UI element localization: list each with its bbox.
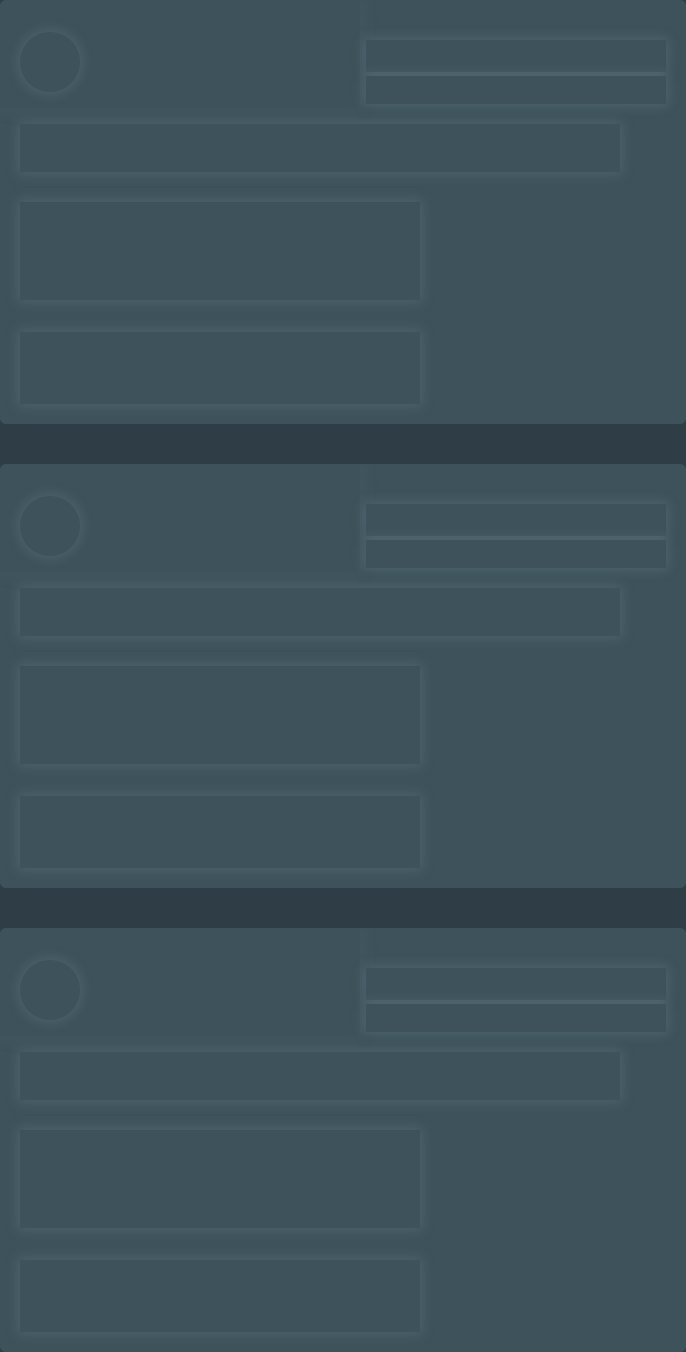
skeleton-footer-block: [20, 796, 420, 868]
skeleton-body-block: [20, 1130, 420, 1228]
skeleton-meta-line: [366, 968, 666, 1000]
skeleton-title-line: [20, 124, 620, 172]
skeleton-avatar: [20, 496, 80, 556]
skeleton-meta-line: [366, 540, 666, 568]
skeleton-title-line: [20, 1052, 620, 1100]
skeleton-meta-line: [366, 76, 666, 104]
skeleton-body-block: [20, 666, 420, 764]
skeleton-avatar: [20, 32, 80, 92]
skeleton-meta-line: [366, 1004, 666, 1032]
skeleton-meta-line: [366, 40, 666, 72]
skeleton-title-line: [20, 588, 620, 636]
skeleton-avatar: [20, 960, 80, 1020]
skeleton-meta-line: [366, 504, 666, 536]
skeleton-body-block: [20, 202, 420, 300]
skeleton-footer-block: [20, 1260, 420, 1332]
skeleton-footer-block: [20, 332, 420, 404]
skeleton-card: [0, 928, 686, 1352]
skeleton-card: [0, 464, 686, 888]
skeleton-card: [0, 0, 686, 424]
